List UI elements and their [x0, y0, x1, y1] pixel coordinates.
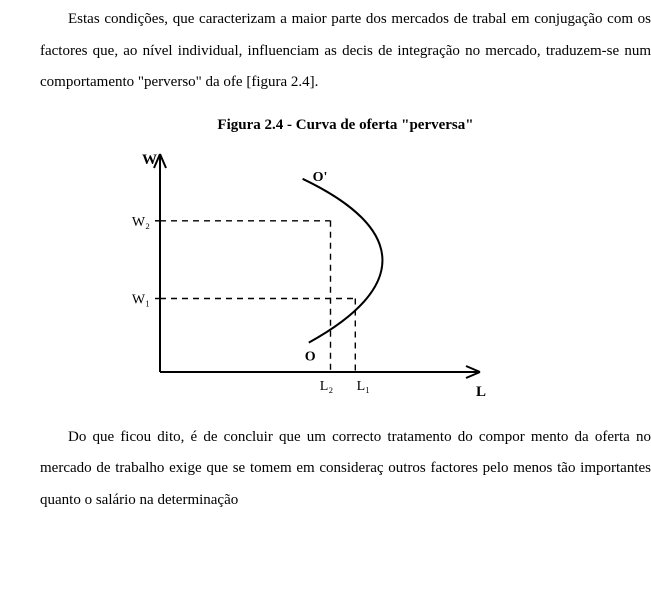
paragraph-bottom: Do que ficou dito, é de concluir que um … [40, 422, 651, 517]
curve-label-top: O' [313, 169, 328, 184]
y-tick-label: W₂ [132, 214, 150, 229]
figure-title-prefix: Figura 2.4 - [217, 117, 295, 133]
y-tick-label: W₁ [132, 292, 150, 307]
supply-curve [303, 178, 383, 342]
x-axis-label: L [476, 384, 486, 400]
supply-curve-chart: W L O' O W₂ W₁ L₂ L₁ [110, 142, 530, 412]
x-tick-label: L₁ [357, 379, 370, 394]
figure-title: Figura 2.4 - Curva de oferta "perversa" [40, 117, 651, 134]
page: Estas condições, que caracterizam a maio… [0, 0, 651, 612]
figure-title-main: Curva de oferta "perversa" [296, 117, 474, 133]
paragraph-top: Estas condições, que caracterizam a maio… [40, 4, 651, 99]
x-tick-label: L₂ [320, 379, 334, 394]
chart-container: W L O' O W₂ W₁ L₂ L₁ [40, 142, 651, 412]
y-axis-label: W [142, 152, 157, 168]
curve-label-bottom: O [305, 349, 316, 364]
